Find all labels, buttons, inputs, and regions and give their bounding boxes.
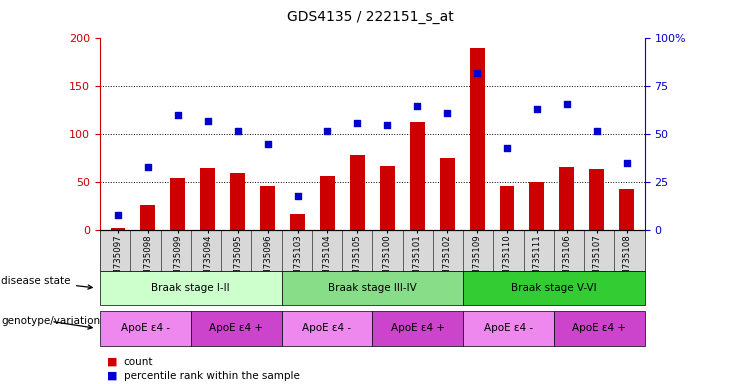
Bar [410, 122, 425, 230]
Point [292, 193, 304, 199]
Text: GDS4135 / 222151_s_at: GDS4135 / 222151_s_at [287, 10, 454, 23]
Point [172, 112, 184, 118]
Bar [559, 167, 574, 230]
Text: ApoE ε4 -: ApoE ε4 - [302, 323, 351, 333]
Bar [320, 176, 335, 230]
Point [351, 120, 363, 126]
Text: ApoE ε4 -: ApoE ε4 - [121, 323, 170, 333]
Text: Braak stage III-IV: Braak stage III-IV [328, 283, 416, 293]
Bar [530, 182, 545, 230]
Point [441, 110, 453, 116]
Text: percentile rank within the sample: percentile rank within the sample [124, 371, 299, 381]
Bar [470, 48, 485, 230]
Point [591, 127, 602, 134]
Bar [499, 186, 514, 230]
Bar [350, 154, 365, 230]
Bar [589, 169, 604, 230]
Bar [170, 177, 185, 230]
Text: Braak stage I-II: Braak stage I-II [151, 283, 230, 293]
Point [202, 118, 213, 124]
Point [471, 70, 483, 76]
Point [142, 164, 154, 170]
Point [621, 160, 633, 166]
Bar [290, 214, 305, 230]
Text: genotype/variation: genotype/variation [1, 316, 101, 329]
Point [501, 145, 513, 151]
Bar [260, 186, 275, 230]
Point [232, 127, 244, 134]
Text: ApoE ε4 +: ApoE ε4 + [391, 323, 445, 333]
Text: Braak stage V-VI: Braak stage V-VI [511, 283, 597, 293]
Bar [380, 166, 395, 230]
Point [411, 103, 423, 109]
Point [382, 122, 393, 128]
Bar [110, 228, 125, 230]
Bar [439, 158, 455, 230]
Point [322, 127, 333, 134]
Point [112, 212, 124, 218]
Text: count: count [124, 357, 153, 367]
Point [531, 106, 543, 113]
Bar [619, 189, 634, 230]
Text: disease state: disease state [1, 276, 92, 289]
Text: ■: ■ [107, 371, 118, 381]
Bar [230, 173, 245, 230]
Text: ■: ■ [107, 357, 118, 367]
Text: ApoE ε4 +: ApoE ε4 + [209, 323, 263, 333]
Text: ApoE ε4 -: ApoE ε4 - [484, 323, 533, 333]
Point [561, 101, 573, 107]
Bar [141, 205, 156, 230]
Text: ApoE ε4 +: ApoE ε4 + [572, 323, 626, 333]
Point [262, 141, 273, 147]
Bar [200, 168, 215, 230]
